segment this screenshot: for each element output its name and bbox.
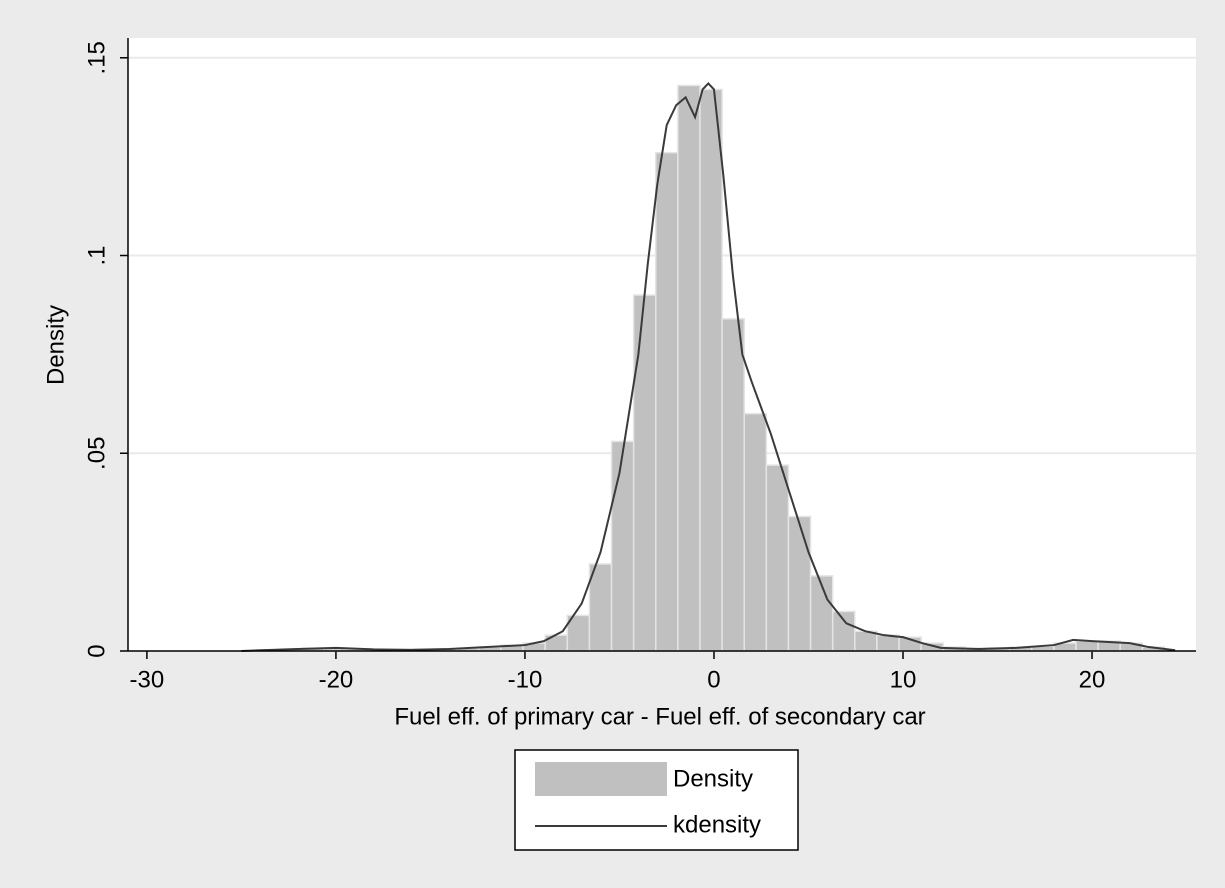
y-axis-title: Density <box>42 305 69 385</box>
bar <box>588 563 613 652</box>
bar <box>765 464 790 652</box>
bar <box>854 630 878 652</box>
x-tick-label: 10 <box>890 666 917 693</box>
y-tick-label: .1 <box>83 246 110 266</box>
x-tick-label: 0 <box>707 666 720 693</box>
bar <box>632 294 657 652</box>
y-tick-label: .15 <box>83 41 110 74</box>
bar <box>787 515 812 652</box>
x-tick-label: -30 <box>130 666 165 693</box>
legend-label: Density <box>673 765 753 792</box>
bar <box>677 84 701 652</box>
x-axis-title: Fuel eff. of primary car - Fuel eff. of … <box>394 703 925 730</box>
legend-swatch <box>535 762 667 796</box>
legend-label: kdensity <box>673 811 761 838</box>
bar <box>1075 640 1099 652</box>
bar <box>831 610 856 652</box>
x-tick-label: -10 <box>508 666 543 693</box>
y-tick-label: .05 <box>83 437 110 470</box>
bar <box>699 88 723 652</box>
bar <box>610 440 635 652</box>
bar <box>743 412 768 652</box>
x-tick-label: 20 <box>1079 666 1106 693</box>
bar <box>876 634 900 652</box>
y-tick-label: 0 <box>83 644 110 657</box>
density-line <box>241 82 1176 652</box>
bar <box>544 634 569 652</box>
x-tick-label: -20 <box>319 666 354 693</box>
bar <box>721 318 745 652</box>
bar <box>655 151 679 652</box>
